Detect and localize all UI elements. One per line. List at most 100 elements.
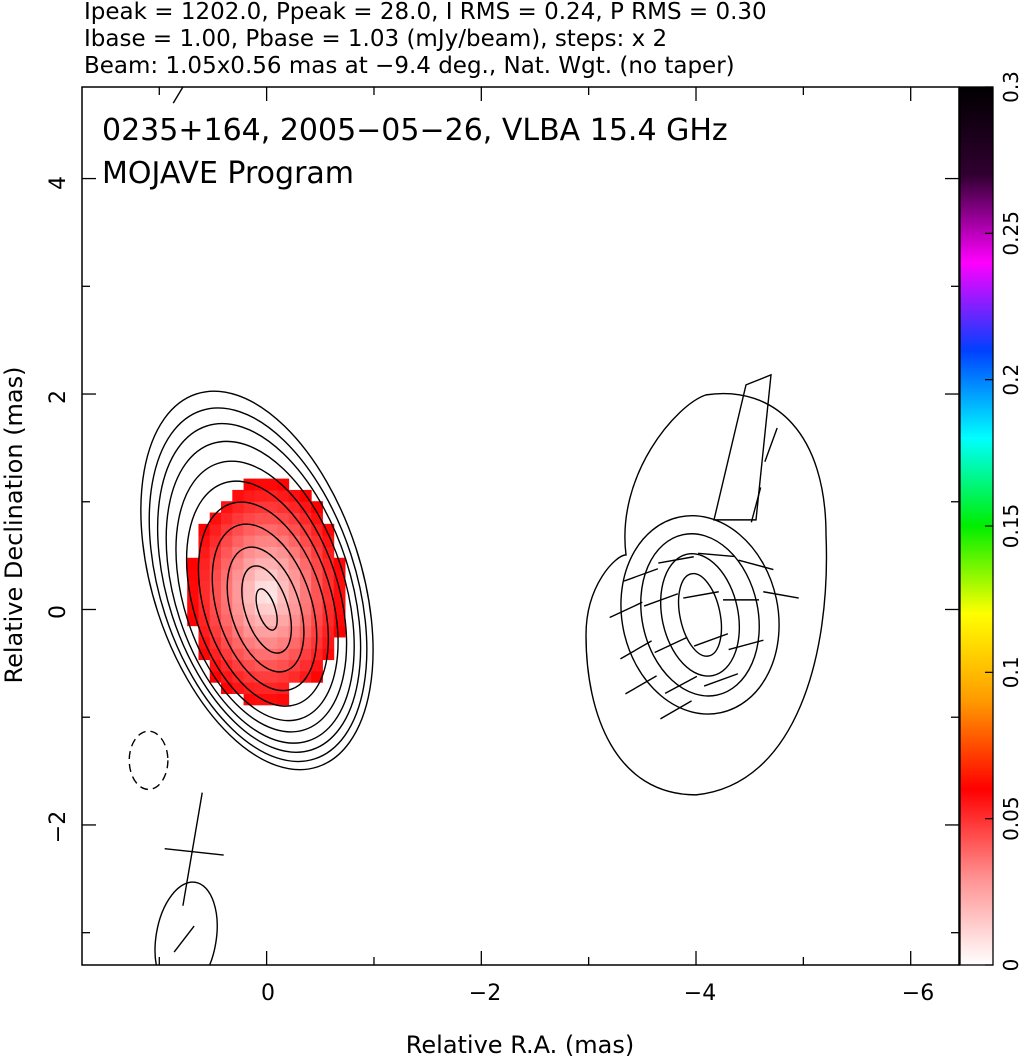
pol-pixel (198, 557, 211, 570)
evpa-vector (643, 593, 679, 607)
y-axis-label: Relative Declination (mas) (0, 366, 28, 683)
evpa-vector (703, 673, 739, 687)
pol-pixel (266, 591, 278, 604)
evpa-vector (728, 639, 764, 651)
pol-pixel (198, 591, 211, 604)
pol-pixel (243, 659, 256, 672)
pol-pixel (254, 535, 267, 547)
pol-pixel (254, 523, 267, 536)
pol-pixel (266, 659, 278, 672)
pol-pixel (322, 580, 335, 593)
pol-pixel (288, 625, 301, 638)
pol-pixel (322, 648, 335, 661)
pol-pixel (221, 614, 233, 627)
pol-pixel (243, 501, 256, 514)
pol-pixel (198, 580, 211, 593)
pol-pixel (243, 625, 256, 638)
pol-pixel (266, 693, 278, 706)
pol-pixel (299, 501, 312, 514)
pol-pixel (266, 489, 278, 502)
pol-pixel (209, 580, 222, 593)
y-tick-label-3: 4 (46, 176, 71, 190)
pol-pixel (299, 580, 312, 593)
pol-pixel (243, 535, 256, 547)
pol-pixel (299, 614, 312, 627)
evpa-vector (698, 552, 734, 558)
pol-pixel (243, 648, 256, 661)
colorbar-tick-label: 0 (999, 959, 1021, 972)
pol-pixel (288, 580, 301, 593)
pol-pixel (311, 648, 323, 661)
pol-pixel (277, 693, 290, 706)
pol-contour (659, 553, 741, 677)
pol-pixel (254, 603, 267, 615)
beam-ellipse (154, 881, 218, 965)
pol-pixel (243, 557, 256, 570)
pol-pixel (254, 489, 267, 502)
colorbar-tick-label: 0.05 (999, 796, 1021, 841)
x-tick-label-2: −4 (684, 981, 716, 1006)
pol-pixel (221, 591, 233, 604)
pol-pixel (254, 693, 267, 706)
pol-pixel (333, 625, 346, 638)
pol-pixel (198, 625, 211, 638)
pol-pixel (288, 603, 301, 615)
pol-pixel (277, 670, 290, 683)
pol-pixel (198, 603, 211, 615)
pol-pixel (198, 614, 211, 627)
pol-pixel (277, 580, 290, 593)
pol-pixel (299, 648, 312, 661)
pol-pixel (232, 682, 245, 695)
pol-pixel (266, 557, 278, 570)
contour (140, 390, 374, 771)
pol-pixel (209, 670, 222, 683)
pol-pixel (254, 614, 267, 627)
pol-pixel (254, 648, 267, 661)
y-tick-label-2: 2 (46, 390, 71, 404)
pol-pixel (254, 512, 267, 525)
pol-pixel (311, 580, 323, 593)
pol-contour (620, 515, 780, 715)
header-line-2: Ibase = 1.00, Pbase = 1.03 (mJy/beam), s… (84, 26, 667, 52)
pol-pixel (232, 625, 245, 638)
pol-pixel (232, 580, 245, 593)
pol-pixel (221, 682, 233, 695)
pol-pixel (243, 591, 256, 604)
pol-pixel (288, 591, 301, 604)
pol-pixel (322, 603, 335, 615)
pol-pixel (232, 523, 245, 536)
polarization-color-map (187, 478, 346, 706)
pol-pixel (243, 614, 256, 627)
pol-pixel (232, 557, 245, 570)
evpa-vector (750, 487, 762, 523)
pol-pixel (187, 591, 199, 604)
pol-pixel (311, 614, 323, 627)
pol-pixel (311, 670, 323, 683)
colorbar-tick-label: 0.15 (999, 504, 1021, 549)
pol-pixel (221, 569, 233, 581)
pol-pixel (277, 636, 290, 649)
pol-pixel (288, 546, 301, 559)
pol-pixel (288, 648, 301, 661)
pol-pixel (209, 512, 222, 525)
pol-pixel (322, 535, 335, 547)
pol-pixel (254, 546, 267, 559)
colorbar-ticks (985, 86, 993, 966)
pol-pixel (243, 670, 256, 683)
pol-pixel (311, 557, 323, 570)
pol-pixel (266, 670, 278, 683)
pol-pixel (299, 603, 312, 615)
pol-pixel (209, 569, 222, 581)
x-tick-label-0: 0 (261, 981, 275, 1006)
contour (165, 440, 355, 744)
evpa-vector (609, 601, 643, 619)
pol-pixel (299, 591, 312, 604)
evpa-vector (738, 559, 774, 571)
pol-pixel (232, 648, 245, 661)
header-line-3: Beam: 1.05x0.56 mas at −9.4 deg., Nat. W… (84, 53, 735, 79)
evpa-vector (658, 556, 694, 564)
pol-pixel (266, 625, 278, 638)
pol-pixel (277, 501, 290, 514)
y-tick-label-1: 0 (46, 605, 71, 619)
